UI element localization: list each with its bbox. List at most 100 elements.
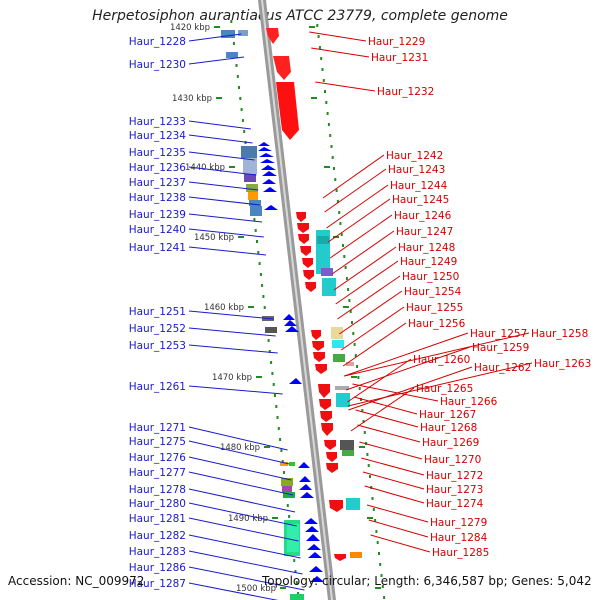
- label-leader-line: [188, 33, 242, 42]
- label-leader-line: [370, 534, 431, 553]
- gene-label: Haur_1280: [129, 498, 186, 510]
- label-leader-line: [327, 198, 391, 243]
- gene-label: Haur_1244: [390, 180, 448, 192]
- label-leader-line: [188, 534, 301, 559]
- gene-haur-1272: [326, 452, 337, 462]
- gene-label: Haur_1256: [408, 318, 466, 330]
- gene-haur-1267: [320, 411, 332, 422]
- kbp-tick-label: 1470 kbp: [212, 373, 252, 383]
- gene-haur-1232: [276, 82, 299, 140]
- label-leader-line: [188, 181, 259, 191]
- kbp-tick: [264, 446, 270, 448]
- label-leader-line: [337, 275, 401, 320]
- label-leader-line: [359, 441, 423, 460]
- right-gene-labels: Haur_1229 Haur_1231 Haur_1232 Haur_1242 Haur…: [309, 31, 591, 559]
- label-leader-line: [340, 306, 405, 351]
- label-leader-line: [188, 566, 305, 591]
- label-leader-line: [350, 387, 415, 432]
- gene-haur-1242: [296, 212, 306, 222]
- label-leader-line: [188, 426, 288, 451]
- gene-label: Haur_1268: [420, 422, 477, 434]
- gene-label: Haur_1261: [129, 381, 186, 393]
- label-leader-line: [188, 456, 292, 481]
- kbp-tick: [324, 166, 330, 168]
- gene-haur-1255: [311, 330, 321, 340]
- gene-label: Haur_1255: [406, 302, 463, 314]
- label-leader-line: [331, 230, 395, 275]
- label-leader-line: [188, 228, 264, 238]
- kbp-tick-label: 1460 kbp: [204, 303, 244, 313]
- gene-haur-1270: [324, 440, 336, 450]
- label-leader-line: [188, 213, 263, 223]
- gene-label: Haur_1259: [472, 342, 529, 354]
- label-leader-line: [188, 56, 245, 65]
- gene-label: Haur_1262: [474, 362, 531, 374]
- gene-haur-1273: [326, 463, 338, 473]
- gene-tracks: [230, 20, 386, 599]
- gene-label: Haur_1269: [422, 437, 479, 449]
- label-leader-line: [188, 502, 297, 527]
- label-leader-line: [188, 517, 299, 542]
- kbp-tick: [238, 236, 244, 238]
- label-leader-line: [348, 366, 473, 411]
- gene-label: Haur_1239: [129, 209, 186, 221]
- gene-label: Haur_1235: [129, 147, 186, 159]
- gene-label: Haur_1254: [404, 286, 462, 298]
- kbp-tick: [280, 587, 286, 589]
- gene-label: Haur_1278: [129, 484, 186, 496]
- label-leader-line: [188, 310, 274, 320]
- label-leader-line: [315, 81, 376, 92]
- gene-label: Haur_1273: [426, 484, 483, 496]
- gene-label: Haur_1267: [419, 409, 476, 421]
- kbp-tick-label: 1480 kbp: [220, 443, 260, 453]
- kbp-tick-label: 1450 kbp: [194, 233, 234, 243]
- gene-label: Haur_1270: [424, 454, 481, 466]
- label-leader-line: [188, 440, 290, 465]
- label-leader-line: [188, 166, 257, 176]
- gene-label: Haur_1236: [129, 162, 187, 174]
- gene-label: Haur_1248: [398, 242, 455, 254]
- label-leader-line: [361, 457, 425, 476]
- gene-haur-1266: [319, 399, 331, 410]
- label-leader-line: [333, 246, 397, 291]
- gene-haur-1229: [266, 28, 279, 44]
- gene-label: Haur_1287: [129, 578, 186, 590]
- gene-label: Haur_1284: [430, 532, 488, 544]
- label-leader-line: [364, 485, 425, 504]
- label-leader-line: [344, 332, 469, 377]
- label-leader-line: [188, 327, 276, 337]
- kbp-tick: [256, 376, 262, 378]
- kbp-tick-label: 1500 kbp: [236, 584, 276, 594]
- label-leader-line: [342, 322, 407, 367]
- kbp-tick-label: 1440 kbp: [185, 163, 225, 173]
- label-leader-line: [188, 120, 251, 130]
- label-leader-line: [368, 519, 429, 538]
- gene-label: Haur_1260: [413, 354, 470, 366]
- label-leader-line: [188, 151, 255, 161]
- gene-label: Haur_1238: [129, 192, 186, 204]
- minus-strand-genes: [266, 28, 346, 561]
- kbp-tick: [343, 306, 349, 308]
- label-leader-line: [326, 184, 389, 229]
- label-leader-line: [366, 504, 429, 523]
- kbp-tick: [351, 376, 357, 378]
- gene-haur-1279: [329, 500, 343, 512]
- gene-label: Haur_1228: [129, 36, 186, 48]
- gene-label: Haur_1282: [129, 530, 186, 542]
- accession-text: Accession: NC_009972: [8, 574, 145, 588]
- gene-label: Haur_1257: [470, 328, 527, 340]
- gene-haur-1268: [321, 423, 333, 436]
- gene-label: Haur_1234: [129, 130, 187, 142]
- gene-label: Haur_1279: [430, 517, 487, 529]
- gene-haur-1260: [315, 364, 327, 374]
- gene-label: Haur_1283: [129, 546, 186, 558]
- label-leader-line: [347, 362, 533, 407]
- kbp-tick: [375, 587, 381, 589]
- label-leader-line: [188, 246, 267, 256]
- label-leader-line: [352, 383, 439, 402]
- kbp-ruler: 1420 kbp 1430 kbp 1440 kbp 1450 kbp 1460 kbp…: [170, 23, 381, 594]
- gene-label: Haur_1230: [129, 59, 186, 71]
- label-leader-line: [188, 471, 294, 496]
- gene-label: Haur_1266: [440, 396, 498, 408]
